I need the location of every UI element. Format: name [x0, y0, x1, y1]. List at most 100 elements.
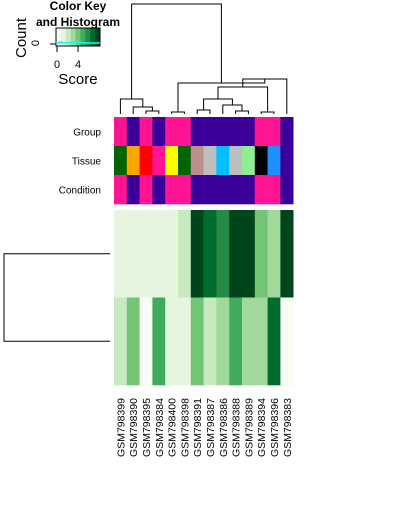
color-key-swatch — [65, 28, 72, 46]
annotation-cell-tissue — [114, 146, 128, 176]
color-key-swatch — [70, 28, 76, 46]
heatmap-cell — [165, 210, 179, 298]
annotation-cell-group — [229, 117, 243, 147]
heatmap-cell — [267, 210, 281, 298]
heatmap-cell — [203, 210, 217, 298]
col-dendrogram-branch — [131, 3, 222, 99]
heatmap-cell — [254, 210, 268, 298]
color-key-ytick: 0 — [30, 40, 42, 46]
heatmap-cell — [114, 210, 128, 298]
sample-label: GSM798384 — [154, 398, 166, 457]
sample-label: GSM798391 — [192, 398, 204, 457]
annotation-cell-tissue — [203, 146, 217, 176]
annotation-label-tissue: Tissue — [72, 157, 102, 168]
heatmap-cell — [216, 210, 230, 298]
sample-label: GSM798395 — [141, 398, 153, 457]
sample-label: GSM798399 — [115, 398, 127, 457]
annotation-cell-condition — [203, 175, 217, 205]
heatmap-cell — [165, 297, 179, 386]
annotation-cell-tissue — [139, 146, 153, 176]
sample-label: GSM798398 — [179, 398, 191, 457]
color-key-swatch — [56, 28, 62, 46]
row-dendrogram-branch — [3, 253, 110, 342]
annotation-cell-tissue — [126, 146, 140, 176]
sample-label: GSM798400 — [167, 398, 179, 457]
heatmap-cell — [126, 210, 140, 298]
heatmap-cell — [203, 297, 217, 386]
sample-label: GSM798383 — [282, 398, 294, 457]
annotation-cell-group — [203, 117, 217, 147]
annotation-cell-condition — [267, 175, 281, 205]
annotation-cell-tissue — [178, 146, 192, 176]
heatmap-cell — [178, 210, 192, 298]
color-key-title-line2: and Histogram — [36, 15, 120, 29]
sample-label: GSM798394 — [256, 398, 268, 457]
heatmap-cell — [178, 297, 192, 386]
color-key-swatch — [90, 28, 96, 46]
color-key: Color Key and Histogram Count 0 0 4 Scor… — [13, 0, 120, 88]
annotation-cell-group — [126, 117, 140, 147]
annotation-cell-group — [254, 117, 268, 147]
color-key-swatch — [60, 28, 67, 46]
annotation-cell-tissue — [152, 146, 166, 176]
annotation-cell-condition — [242, 175, 256, 205]
annotation-cell-group — [178, 117, 192, 147]
annotation-cell-condition — [254, 175, 268, 205]
heatmap-cell — [242, 210, 256, 298]
row-dendrogram — [3, 253, 110, 342]
color-key-swatch — [95, 28, 101, 46]
col-dendrogram-branch — [222, 104, 243, 114]
sample-label: GSM798388 — [231, 398, 243, 457]
sample-labels: GSM798399 GSM798390 GSM798395 GSM798384 GSM7… — [115, 398, 293, 457]
heatmap-cell — [190, 297, 204, 386]
heatmap-cell — [139, 210, 153, 298]
heatmap-cell — [114, 297, 128, 386]
sample-label: GSM798389 — [243, 398, 255, 457]
heatmap-cell — [126, 297, 140, 386]
annotation-cell-condition — [126, 175, 140, 205]
annotation-labels: Group Tissue Condition — [59, 128, 102, 197]
color-key-swatch — [85, 28, 91, 46]
annotation-cell-condition — [178, 175, 192, 205]
heatmap-cell — [152, 210, 166, 298]
col-dendrogram-branch — [145, 110, 160, 114]
sample-label: GSM798396 — [269, 398, 281, 457]
annotation-cell-condition — [114, 175, 128, 205]
annotation-cell-tissue — [165, 146, 179, 176]
heatmap-cell — [190, 210, 204, 298]
color-key-swatch — [75, 28, 81, 46]
annotation-cell-condition — [165, 175, 179, 205]
col-dendrogram-branch — [196, 109, 211, 114]
sample-label: GSM798390 — [128, 398, 140, 457]
annotation-cell-tissue — [280, 146, 294, 176]
annotation-cell-tissue — [216, 146, 230, 176]
annotation-cell-condition — [280, 175, 294, 205]
annotation-label-condition: Condition — [59, 186, 101, 197]
heatmap-cell — [280, 297, 294, 386]
annotation-bars — [114, 117, 294, 205]
heatmap-cell — [254, 297, 268, 386]
annotation-cell-group — [242, 117, 256, 147]
annotation-cell-condition — [139, 175, 153, 205]
color-key-ylabel: Count — [13, 17, 30, 58]
annotation-cell-group — [216, 117, 230, 147]
annotation-cell-tissue — [242, 146, 256, 176]
annotation-label-group: Group — [73, 128, 101, 139]
annotation-cell-tissue — [229, 146, 243, 176]
annotation-cell-group — [152, 117, 166, 147]
annotation-cell-condition — [190, 175, 204, 205]
heatmap-cell — [152, 297, 166, 386]
annotation-cell-group — [114, 117, 128, 147]
annotation-cell-condition — [229, 175, 243, 205]
annotation-cell-tissue — [190, 146, 204, 176]
col-dendrogram-branch — [242, 78, 288, 114]
col-dendrogram-branch — [260, 111, 275, 114]
heatmap-cell — [280, 210, 294, 298]
heatmap-cell — [139, 297, 153, 386]
color-key-title-line1: Color Key — [50, 0, 107, 13]
heatmap-cell — [216, 297, 230, 386]
color-key-xlabel: Score — [58, 71, 97, 88]
col-dendrogram-branch — [177, 79, 266, 112]
